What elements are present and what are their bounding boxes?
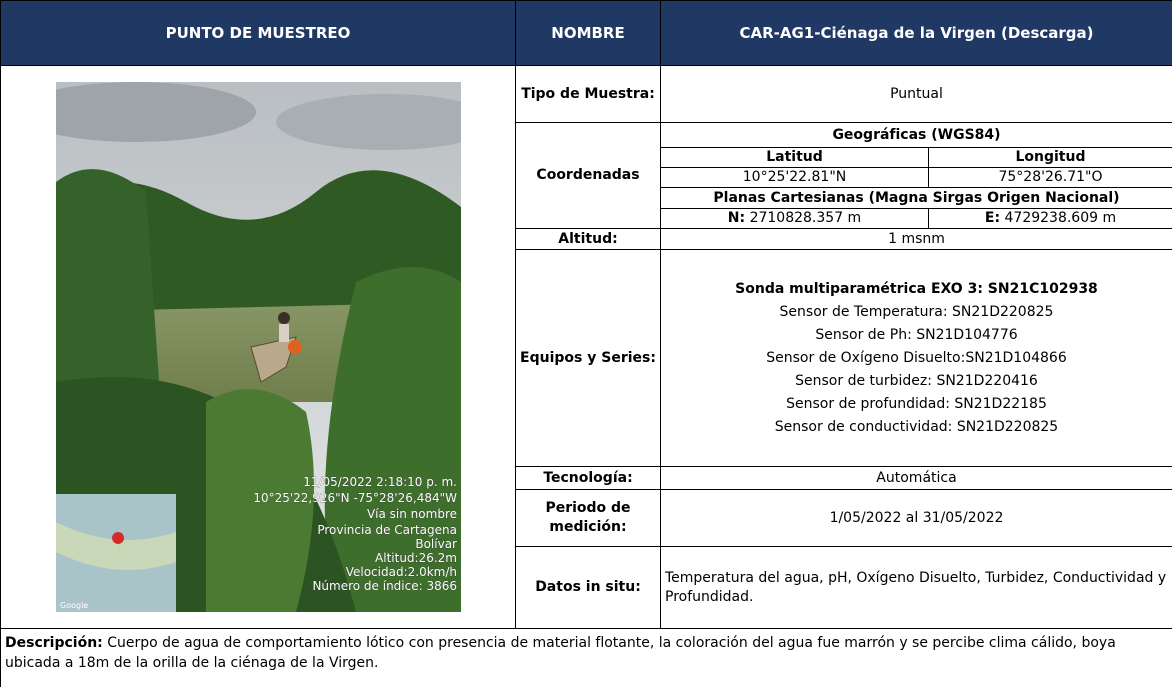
row: Google 11/05/2022 2:18:10 p. m. 10°25'22… [0, 65, 1172, 629]
row: Planas Cartesianas (Magna Sirgas Origen … [1, 187, 1172, 209]
equipment-item: Sensor de turbidez: SN21D220416 [795, 372, 1038, 389]
value-cell: Puntual [660, 65, 1172, 123]
value-cell: Automática [660, 466, 1172, 490]
photo: Google 11/05/2022 2:18:10 p. m. 10°25'22… [55, 82, 461, 612]
equipment-item: Sensor de Ph: SN21D104776 [815, 326, 1018, 343]
value-label: N: [727, 210, 746, 226]
description-text: Cuerpo de agua de comportamiento lótico … [5, 635, 1116, 671]
value-cell: 75°28'26.71"O [928, 167, 1172, 188]
subheader-cell: Latitud [660, 147, 929, 168]
overlay-text: Altitud:26.2m [375, 551, 457, 565]
subheader-cell: Longitud [928, 147, 1172, 168]
label-cell: Coordenadas [515, 122, 661, 229]
description-label: Descripción: [5, 635, 103, 651]
subheader-cell: Planas Cartesianas (Magna Sirgas Origen … [660, 187, 1172, 209]
header-cell: PUNTO DE MUESTREO [0, 0, 516, 66]
label-cell: Tipo de Muestra: [515, 65, 661, 123]
value-label: E: [984, 210, 1001, 226]
overlay-text: 11/05/2022 2:18:10 p. m. [303, 475, 457, 489]
label-cell: Datos in situ: [515, 546, 661, 629]
header-cell: CAR-AG1-Ciénaga de la Virgen (Descarga) [660, 0, 1172, 66]
overlay-text: Bolívar [415, 537, 457, 551]
value-text: 4729238.609 m [1004, 210, 1117, 226]
value-cell: 10°25'22.81"N [660, 167, 929, 188]
subheader-cell: Geográficas (WGS84) [660, 122, 1172, 148]
equipment-item: Sensor de profundidad: SN21D22185 [786, 395, 1047, 412]
label-cell: Equipos y Series: [515, 249, 661, 467]
photo-overlay: 11/05/2022 2:18:10 p. m. 10°25'22,926"N … [253, 475, 457, 593]
row: Altitud: 1 msnm [1, 228, 1172, 250]
value-cell: Sonda multiparamétrica EXO 3: SN21C10293… [660, 249, 1172, 467]
overlay-text: Velocidad:2.0km/h [345, 565, 456, 579]
row: Descripción: Cuerpo de agua de comportam… [0, 628, 1172, 687]
value-cell: 1 msnm [660, 228, 1172, 250]
label-cell: Periodo de medición: [515, 489, 661, 547]
header-row: PUNTO DE MUESTREO NOMBRE CAR-AG1-Ciénaga… [0, 0, 1172, 66]
value-cell: Temperatura del agua, pH, Oxígeno Disuel… [660, 546, 1172, 629]
value-cell: 1/05/2022 al 31/05/2022 [660, 489, 1172, 547]
overlay-text: 10°25'22,926"N -75°28'26,484"W [253, 491, 457, 505]
map-label: Google [60, 601, 88, 610]
photo-cell: Google 11/05/2022 2:18:10 p. m. 10°25'22… [0, 65, 516, 629]
overlay-text: Vía sin nombre [366, 507, 456, 521]
equipment-title: Sonda multiparamétrica EXO 3: SN21C10293… [735, 280, 1098, 297]
row: N: 2710828.357 m E: 4729238.609 m [1, 208, 1172, 229]
value-cell: N: 2710828.357 m [660, 208, 929, 229]
label-cell: Tecnología: [515, 466, 661, 490]
equipment-item: Sensor de Oxígeno Disuelto:SN21D104866 [766, 349, 1067, 366]
header-cell: NOMBRE [515, 0, 661, 66]
row: Datos in situ: Temperatura del agua, pH,… [1, 546, 1172, 629]
row: Latitud Longitud [1, 147, 1172, 168]
overlay-text: Número de índice: 3866 [312, 579, 457, 593]
value-cell: E: 4729238.609 m [928, 208, 1172, 229]
row: Coordenadas Geográficas (WGS84) [1, 122, 1172, 229]
value-text: 2710828.357 m [749, 210, 862, 226]
equipment-item: Sensor de conductividad: SN21D220825 [774, 418, 1059, 435]
row: Periodo de medición: 1/05/2022 al 31/05/… [1, 489, 1172, 547]
equipment-item: Sensor de Temperatura: SN21D220825 [779, 303, 1054, 320]
description-cell: Descripción: Cuerpo de agua de comportam… [0, 628, 1172, 687]
overlay-text: Provincia de Cartagena [317, 523, 457, 537]
label-cell: Altitud: [515, 228, 661, 250]
